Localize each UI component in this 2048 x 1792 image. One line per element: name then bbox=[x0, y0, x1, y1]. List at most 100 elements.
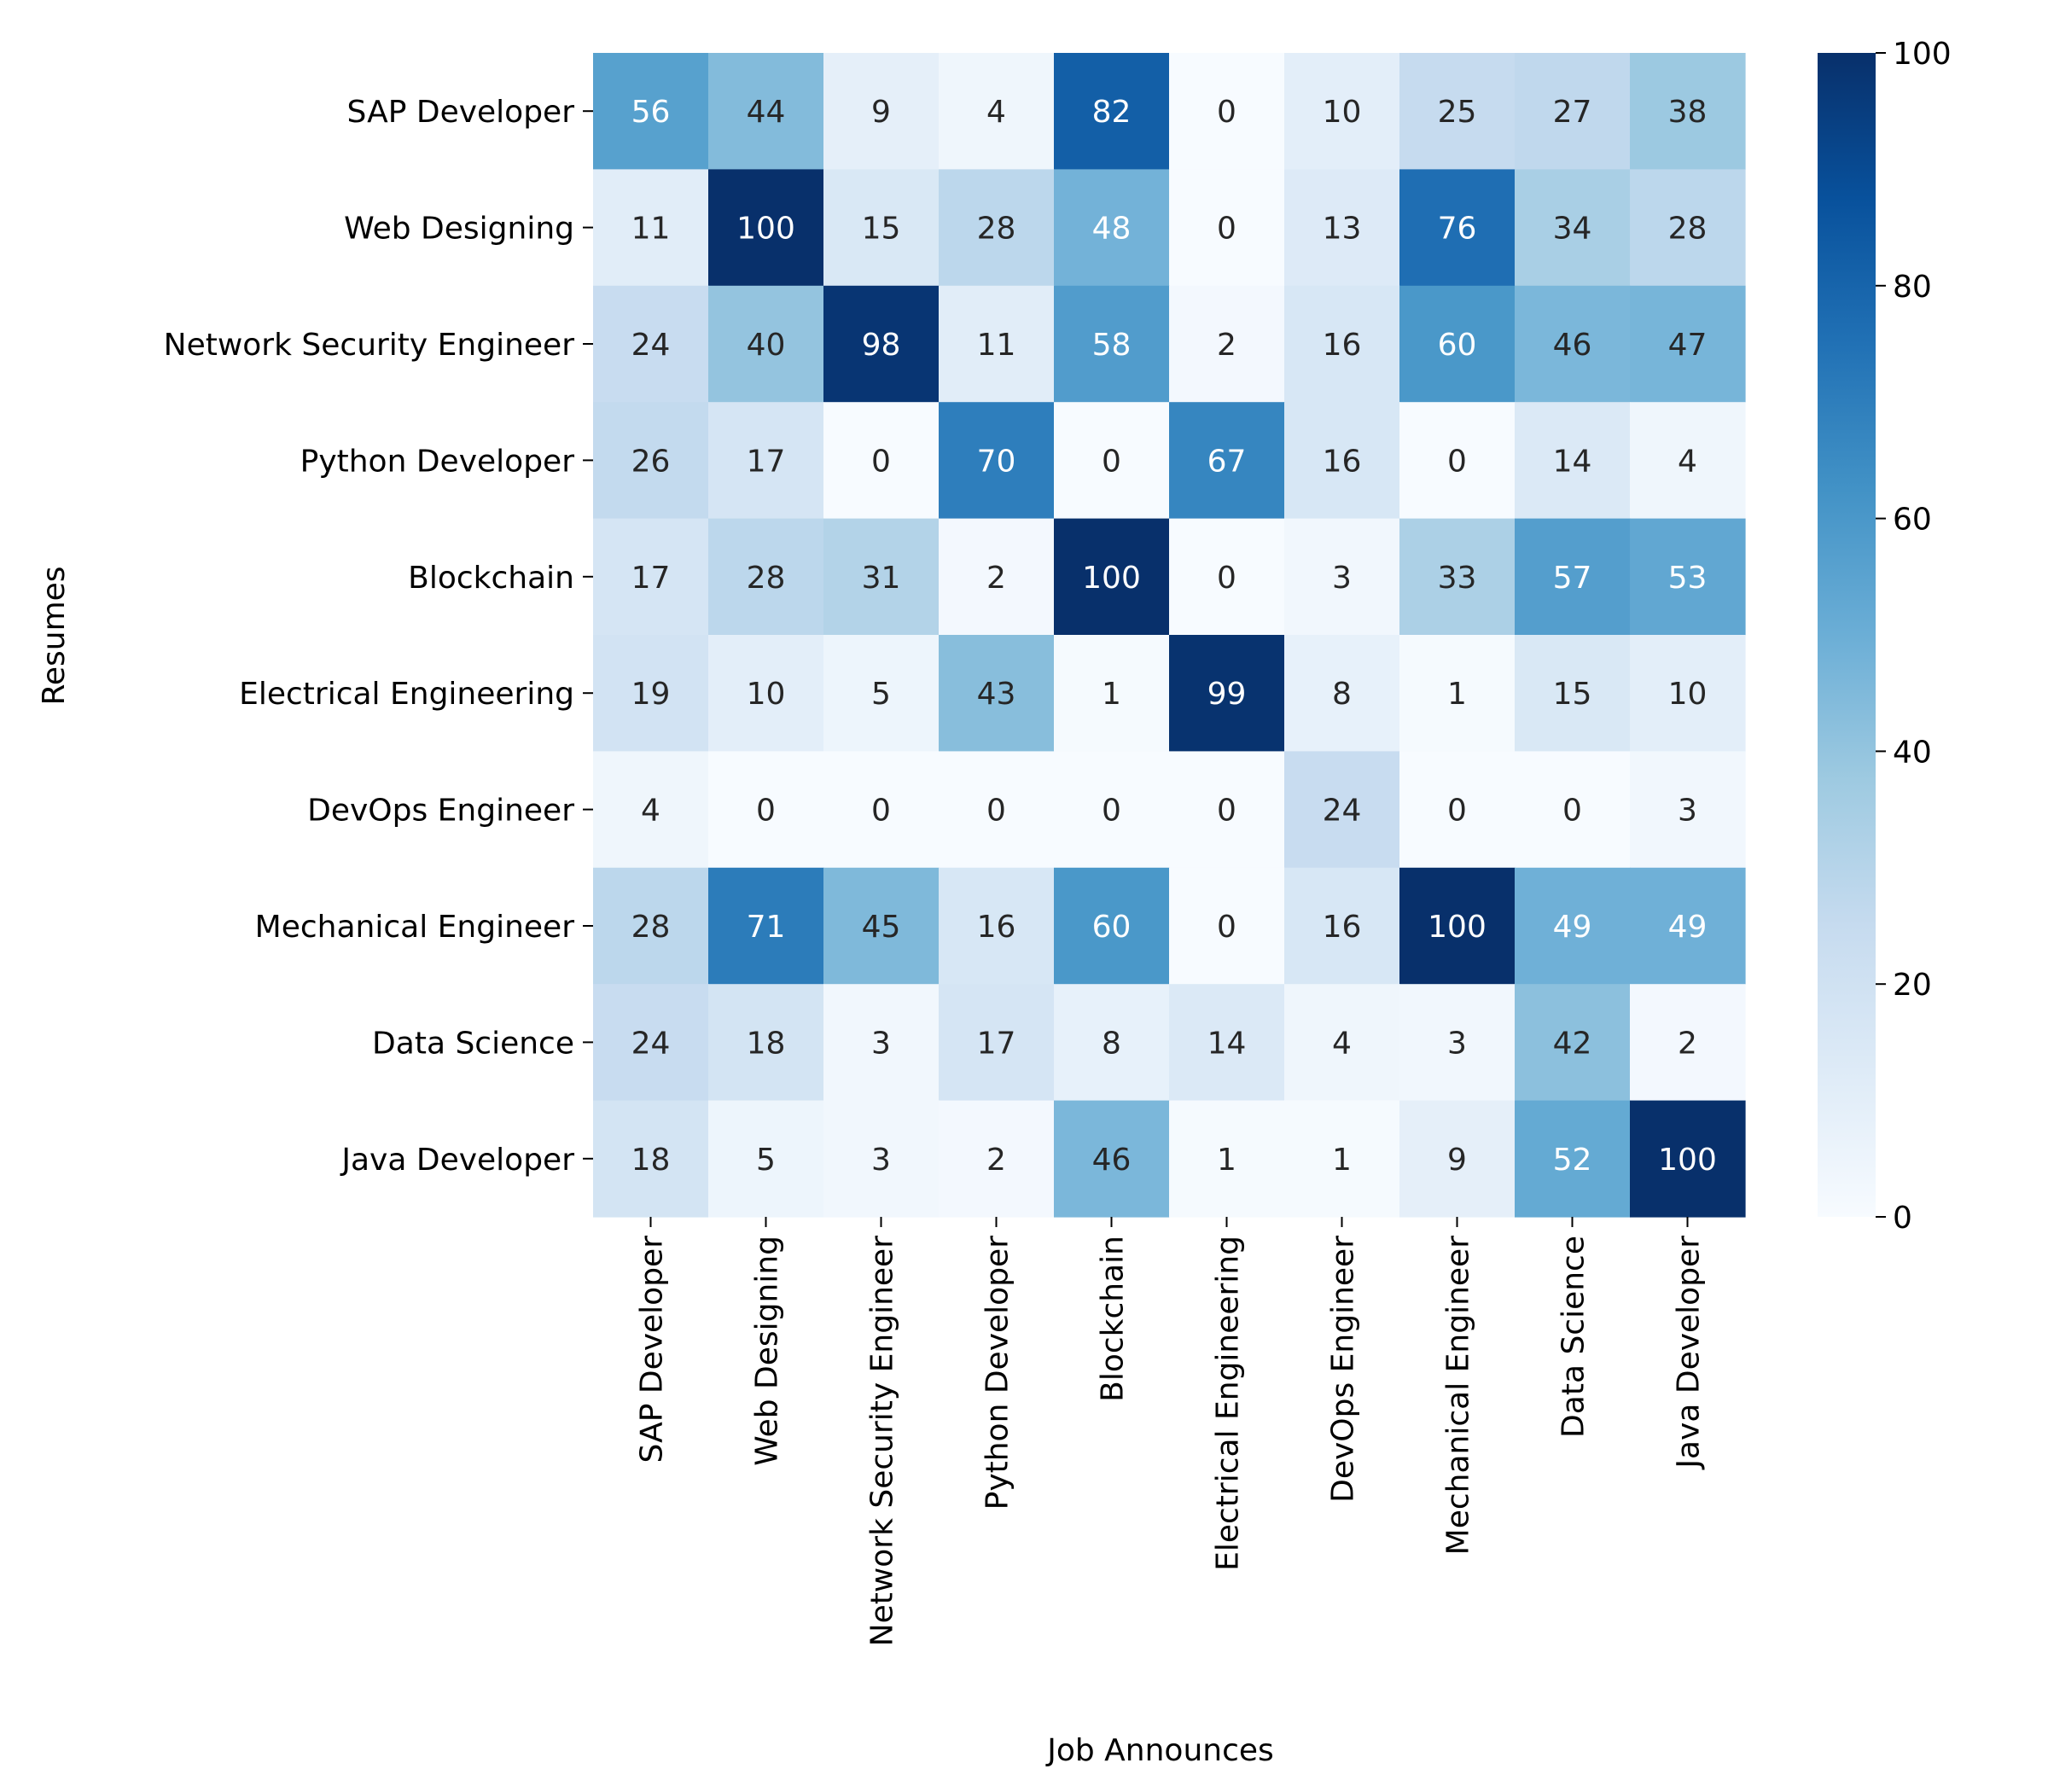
cell-value-label: 27 bbox=[1553, 95, 1592, 130]
heatmap-cell bbox=[1515, 402, 1631, 520]
heatmap-cell bbox=[1515, 635, 1631, 752]
heatmap-cell bbox=[708, 53, 824, 170]
cell-value-label: 60 bbox=[1092, 910, 1132, 945]
cell-value-label: 70 bbox=[977, 444, 1016, 479]
y-tick-label: Network Security Engineer bbox=[164, 328, 575, 363]
cell-value-label: 28 bbox=[747, 561, 786, 596]
cell-value-label: 46 bbox=[1553, 328, 1592, 363]
heatmap-cell bbox=[823, 518, 940, 636]
cell-value-label: 0 bbox=[1217, 212, 1236, 247]
heatmap-cell bbox=[939, 867, 1055, 985]
cell-value-label: 53 bbox=[1668, 561, 1708, 596]
cell-value-label: 19 bbox=[631, 677, 671, 712]
heatmap-cell bbox=[1054, 751, 1170, 869]
heatmap-cell bbox=[593, 867, 709, 985]
cell-value-label: 14 bbox=[1553, 444, 1592, 479]
cell-value-label: 4 bbox=[1678, 444, 1697, 479]
cell-value-label: 2 bbox=[986, 561, 1006, 596]
x-tick-label: DevOps Engineer bbox=[1326, 1236, 1361, 1503]
cell-value-label: 16 bbox=[1323, 328, 1362, 363]
heatmap-cell bbox=[823, 635, 940, 752]
y-tick-label: Mechanical Engineer bbox=[255, 910, 575, 945]
cell-value-label: 1 bbox=[1447, 677, 1467, 712]
heatmap-cell bbox=[1399, 53, 1516, 170]
x-tick-label: Data Science bbox=[1556, 1236, 1591, 1438]
heatmap-cell bbox=[1399, 635, 1516, 752]
cell-value-label: 0 bbox=[871, 794, 891, 829]
cell-value-label: 11 bbox=[631, 212, 671, 247]
heatmap-cell bbox=[708, 402, 824, 520]
heatmap-cell bbox=[593, 285, 709, 403]
x-axis-title: Job Announces bbox=[1045, 1733, 1274, 1768]
heatmap-cell bbox=[939, 53, 1055, 170]
heatmap-cell bbox=[593, 402, 709, 520]
cell-value-label: 9 bbox=[871, 95, 891, 130]
cell-value-label: 34 bbox=[1553, 212, 1592, 247]
heatmap-cell bbox=[939, 1100, 1055, 1218]
y-tick-label: Python Developer bbox=[300, 444, 575, 479]
y-tick-label: Web Designing bbox=[344, 212, 574, 247]
heatmap-cell bbox=[1515, 1100, 1631, 1218]
cell-value-label: 28 bbox=[631, 910, 671, 945]
heatmap-cell bbox=[708, 518, 824, 636]
cell-value-label: 47 bbox=[1668, 328, 1708, 363]
heatmap-cell bbox=[1054, 402, 1170, 520]
cell-value-label: 2 bbox=[986, 1143, 1006, 1178]
cell-value-label: 0 bbox=[1217, 794, 1236, 829]
cell-value-label: 5 bbox=[756, 1143, 776, 1178]
heatmap-cell bbox=[1515, 53, 1631, 170]
heatmap-cell bbox=[708, 867, 824, 985]
x-tick-label: Python Developer bbox=[980, 1236, 1015, 1510]
heatmap-cell bbox=[1169, 867, 1285, 985]
y-tick-label: SAP Developer bbox=[347, 95, 575, 130]
heatmap-cell bbox=[1630, 751, 1746, 869]
colorbar-tick-label: 60 bbox=[1893, 503, 1932, 538]
cell-value-label: 16 bbox=[1323, 444, 1362, 479]
x-tick-label: Mechanical Engineer bbox=[1441, 1236, 1476, 1556]
y-tick-label: DevOps Engineer bbox=[307, 794, 574, 829]
cell-value-label: 100 bbox=[1428, 910, 1487, 945]
cell-value-label: 3 bbox=[871, 1143, 891, 1178]
heatmap-cell bbox=[1169, 635, 1285, 752]
heatmap-cell bbox=[1399, 285, 1516, 403]
heatmap-cell bbox=[1630, 1100, 1746, 1218]
cell-value-label: 99 bbox=[1207, 677, 1247, 712]
heatmap-cell bbox=[823, 402, 940, 520]
colorbar-ticks: 0 20 40 60 80 100 bbox=[1876, 37, 1952, 1236]
cell-value-label: 14 bbox=[1207, 1026, 1247, 1061]
cell-value-label: 24 bbox=[1323, 794, 1362, 829]
heatmap-cell bbox=[1054, 285, 1170, 403]
heatmap-cell bbox=[823, 867, 940, 985]
heatmap-cell bbox=[593, 53, 709, 170]
cell-value-label: 56 bbox=[631, 95, 671, 130]
x-axis: SAP Developer Web Designing Network Securi… bbox=[635, 1217, 1707, 1646]
cell-value-label: 42 bbox=[1553, 1026, 1592, 1061]
cell-value-label: 0 bbox=[986, 794, 1006, 829]
cell-value-label: 16 bbox=[977, 910, 1016, 945]
cell-value-label: 5 bbox=[871, 677, 891, 712]
heatmap-cell bbox=[1054, 53, 1170, 170]
heatmap-cell bbox=[1054, 984, 1170, 1102]
heatmap-cell bbox=[823, 53, 940, 170]
heatmap-cell bbox=[939, 518, 1055, 636]
heatmap-cell bbox=[1399, 867, 1516, 985]
heatmap-cell bbox=[593, 751, 709, 869]
heatmap-cell bbox=[1399, 402, 1516, 520]
colorbar-tick-label: 80 bbox=[1893, 270, 1932, 305]
heatmap-cell bbox=[1399, 751, 1516, 869]
y-tick-label: Electrical Engineering bbox=[239, 677, 574, 712]
cell-value-label: 0 bbox=[1447, 444, 1467, 479]
cell-value-label: 3 bbox=[871, 1026, 891, 1061]
heatmap-cell bbox=[1284, 635, 1400, 752]
heatmap-cell bbox=[708, 751, 824, 869]
cell-value-label: 0 bbox=[1102, 794, 1121, 829]
heatmap-cell bbox=[1399, 518, 1516, 636]
heatmap-cell bbox=[939, 285, 1055, 403]
cell-value-label: 1 bbox=[1102, 677, 1121, 712]
cell-value-label: 67 bbox=[1207, 444, 1247, 479]
y-axis: SAP Developer Web Designing Network Securi… bbox=[164, 95, 593, 1178]
y-tick-label: Data Science bbox=[372, 1026, 574, 1061]
cell-value-label: 100 bbox=[736, 212, 795, 247]
cell-value-label: 10 bbox=[1323, 95, 1362, 130]
